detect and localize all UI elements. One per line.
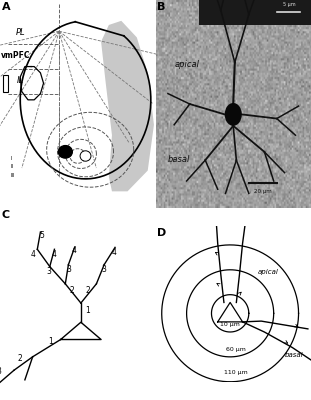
Text: IL: IL: [17, 76, 24, 85]
Text: A: A: [2, 2, 10, 12]
Text: 1: 1: [86, 306, 90, 315]
Text: I: I: [11, 156, 12, 161]
Text: 3: 3: [101, 265, 106, 274]
Text: 2: 2: [86, 286, 90, 296]
Text: B: B: [157, 2, 165, 12]
Text: 4: 4: [31, 250, 36, 259]
Text: 60 μm: 60 μm: [226, 347, 246, 352]
Text: 2: 2: [17, 354, 22, 363]
Ellipse shape: [58, 146, 72, 158]
Text: 3: 3: [67, 265, 72, 274]
Text: 2: 2: [70, 286, 75, 296]
Text: basal: basal: [285, 352, 303, 358]
Text: III: III: [11, 173, 15, 178]
Text: II: II: [11, 164, 14, 170]
Text: PL: PL: [16, 28, 25, 37]
Text: D: D: [157, 228, 166, 238]
Text: 4: 4: [51, 250, 56, 259]
Polygon shape: [101, 21, 154, 191]
Text: 5 µm: 5 µm: [283, 2, 295, 7]
Text: 1: 1: [48, 337, 53, 346]
Text: 20 µm: 20 µm: [254, 190, 272, 194]
Text: apical: apical: [258, 270, 279, 276]
Text: 10 μm: 10 μm: [220, 322, 240, 327]
Text: 110 μm: 110 μm: [225, 370, 248, 375]
Text: C: C: [2, 210, 10, 220]
Bar: [199, 0, 311, 25]
Text: 3: 3: [0, 367, 2, 376]
Text: 3: 3: [47, 267, 52, 276]
Circle shape: [225, 103, 242, 126]
Bar: [3, 75, 8, 92]
Text: 4: 4: [112, 248, 117, 257]
Text: vmPFC: vmPFC: [1, 51, 30, 60]
Text: 5: 5: [39, 231, 44, 240]
Text: basal: basal: [168, 155, 190, 164]
Text: 4: 4: [72, 246, 77, 255]
Ellipse shape: [80, 151, 91, 161]
Text: apical: apical: [174, 60, 199, 68]
